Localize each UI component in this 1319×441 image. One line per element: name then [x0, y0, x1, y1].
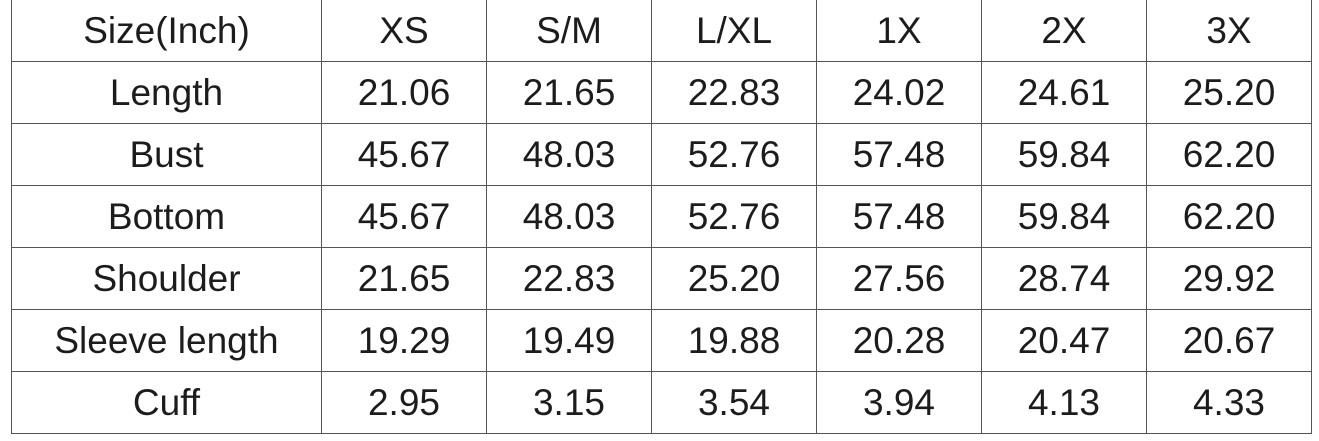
- table-cell: 22.83: [486, 247, 652, 310]
- table-cell: 20.28: [816, 309, 982, 372]
- table-cell: 25.20: [1146, 61, 1312, 124]
- table-cell: 57.48: [816, 123, 982, 186]
- table-cell: 3X: [1146, 0, 1312, 62]
- table-cell: 4.13: [981, 371, 1147, 434]
- table-cell: 62.20: [1146, 185, 1312, 248]
- row-label-cell: Length: [11, 61, 322, 124]
- table-row: Bottom 45.67 48.03 52.76 57.48 59.84 62.20: [11, 185, 1312, 248]
- row-label-cell: Sleeve length: [11, 309, 322, 372]
- table-cell: 62.20: [1146, 123, 1312, 186]
- table-cell: 2X: [981, 0, 1147, 62]
- table-cell: 3.54: [651, 371, 817, 434]
- table-cell: 20.67: [1146, 309, 1312, 372]
- table-cell: 1X: [816, 0, 982, 62]
- table-cell: 57.48: [816, 185, 982, 248]
- table-cell: 19.29: [321, 309, 487, 372]
- table-cell: 48.03: [486, 185, 652, 248]
- table-cell: 21.06: [321, 61, 487, 124]
- table-cell: 52.76: [651, 123, 817, 186]
- table-cell: S/M: [486, 0, 652, 62]
- table-cell: 24.61: [981, 61, 1147, 124]
- table-cell: 27.56: [816, 247, 982, 310]
- table-cell: 2.95: [321, 371, 487, 434]
- table-cell: 21.65: [321, 247, 487, 310]
- row-label-cell: Size(Inch): [11, 0, 322, 62]
- table-row: Shoulder 21.65 22.83 25.20 27.56 28.74 29.92: [11, 247, 1312, 310]
- table-cell: 24.02: [816, 61, 982, 124]
- table-row: Sleeve length 19.29 19.49 19.88 20.28 20.47 20…: [11, 309, 1312, 372]
- table-row: Cuff 2.95 3.15 3.54 3.94 4.13 4.33: [11, 371, 1312, 434]
- table-row: Bust 45.67 48.03 52.76 57.48 59.84 62.20: [11, 123, 1312, 186]
- table-cell: 29.92: [1146, 247, 1312, 310]
- table-cell: XS: [321, 0, 487, 62]
- size-chart-table: Size(Inch) XS S/M L/XL 1X 2X 3X Length 21.06 21.6…: [11, 0, 1312, 434]
- table-cell: 45.67: [321, 123, 487, 186]
- table-cell: 48.03: [486, 123, 652, 186]
- table-cell: 19.88: [651, 309, 817, 372]
- table-cell: 59.84: [981, 123, 1147, 186]
- row-label-cell: Bottom: [11, 185, 322, 248]
- table-cell: 59.84: [981, 185, 1147, 248]
- table-cell: 25.20: [651, 247, 817, 310]
- table-cell: 52.76: [651, 185, 817, 248]
- table-cell: 21.65: [486, 61, 652, 124]
- table-cell: 20.47: [981, 309, 1147, 372]
- table-cell: 28.74: [981, 247, 1147, 310]
- table-row: Length 21.06 21.65 22.83 24.02 24.61 25.20: [11, 61, 1312, 124]
- table-cell: 4.33: [1146, 371, 1312, 434]
- table-cell: 45.67: [321, 185, 487, 248]
- table-cell: 22.83: [651, 61, 817, 124]
- table-cell: 19.49: [486, 309, 652, 372]
- row-label-cell: Shoulder: [11, 247, 322, 310]
- row-label-cell: Bust: [11, 123, 322, 186]
- table-cell: L/XL: [651, 0, 817, 62]
- table-cell: 3.94: [816, 371, 982, 434]
- header-row: Size(Inch) XS S/M L/XL 1X 2X 3X: [11, 0, 1312, 62]
- row-label-cell: Cuff: [11, 371, 322, 434]
- table-cell: 3.15: [486, 371, 652, 434]
